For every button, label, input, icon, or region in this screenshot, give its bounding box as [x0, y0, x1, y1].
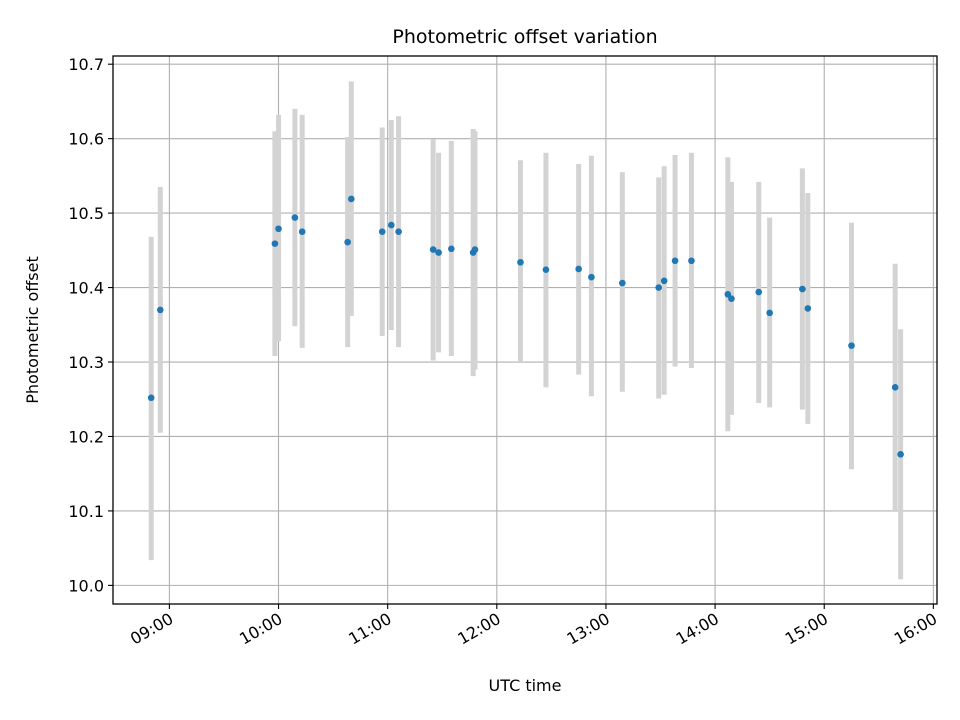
data-point [471, 246, 479, 253]
y-axis-label: Photometric offset [23, 256, 42, 404]
data-point [344, 238, 351, 246]
data-point [347, 195, 355, 203]
data-point [298, 228, 306, 236]
y-tick-label: 10.1 [68, 502, 104, 521]
y-tick-label: 10.6 [68, 130, 104, 149]
data-point [448, 245, 455, 253]
data-point [688, 257, 695, 265]
data-point [724, 290, 732, 298]
y-axis-ticks: 10.0 10.1 10.2 10.3 10.4 10.5 10.6 10.7 [68, 55, 113, 595]
data-point [271, 240, 279, 247]
grid [113, 56, 937, 604]
data-point [542, 266, 550, 273]
data-point [655, 284, 662, 291]
data-point [378, 228, 386, 236]
y-tick-label: 10.0 [68, 576, 104, 595]
data-point [575, 265, 582, 273]
chart-title: Photometric offset variation [392, 26, 657, 48]
data-point [619, 279, 626, 287]
data-point [897, 451, 904, 458]
data-point [766, 309, 773, 317]
data-point [804, 305, 812, 312]
data-point [147, 394, 155, 402]
data-points [147, 195, 904, 458]
data-point [291, 214, 299, 221]
data-point [799, 285, 806, 293]
y-tick-label: 10.3 [68, 353, 104, 372]
x-axis-label: UTC time [489, 676, 562, 695]
data-point [517, 258, 524, 266]
y-tick-label: 10.4 [68, 279, 104, 298]
data-point [156, 306, 164, 314]
data-point [671, 257, 679, 265]
y-tick-label: 10.5 [68, 204, 104, 223]
y-tick-label: 10.7 [68, 55, 104, 74]
data-point [660, 277, 668, 285]
data-point [728, 295, 735, 303]
data-point [395, 228, 402, 236]
data-point [388, 221, 395, 229]
data-point [429, 246, 437, 253]
data-point [848, 342, 855, 349]
data-point [891, 384, 899, 391]
data-point [755, 288, 763, 296]
axes-frame [112, 55, 938, 605]
data-point [588, 273, 595, 281]
data-point [435, 249, 442, 256]
data-point [275, 225, 282, 233]
y-tick-label: 10.2 [68, 427, 104, 446]
